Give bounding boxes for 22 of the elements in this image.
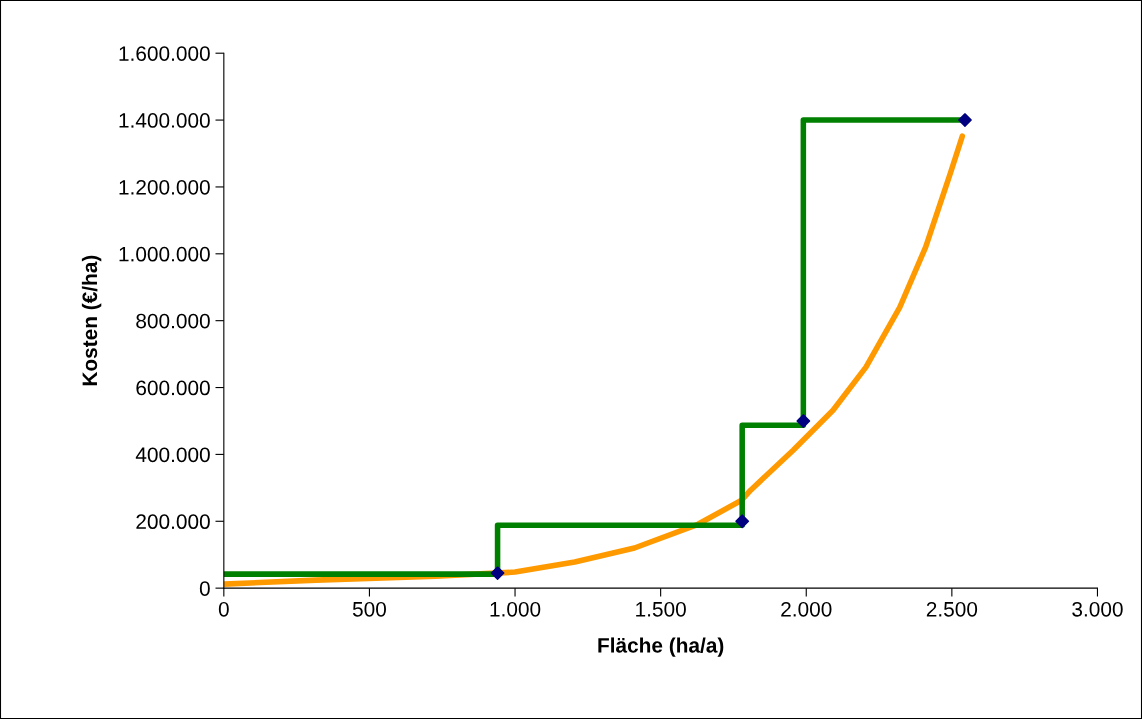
y-tick-label: 400.000	[135, 447, 210, 463]
y-tick-label: 800.000	[136, 313, 210, 329]
x-tick-label: 0	[218, 601, 229, 617]
x-tick-label: 2.500	[926, 601, 978, 617]
x-axis-title: Fläche (ha/a)	[598, 637, 724, 657]
point	[796, 414, 811, 428]
point	[735, 514, 750, 529]
y-tick-label: 600.000	[136, 380, 210, 396]
y-tick-label: 200.000	[136, 514, 210, 530]
x-tick-label: 1.000	[490, 601, 541, 617]
x-tick-label: 1.500	[636, 601, 686, 617]
y-tick-label: 1.400.000	[119, 113, 210, 128]
y-tick-label: 1.600.000	[119, 46, 210, 61]
point	[958, 113, 972, 127]
x-tick-label: 2.000	[781, 601, 832, 617]
y-tick-label: 0	[199, 581, 210, 596]
y-tick-label: 1.000.000	[119, 246, 210, 262]
x-tick-label: 500	[352, 601, 386, 617]
y-tick-label: 1.200.000	[119, 179, 210, 195]
point	[490, 566, 505, 581]
y-axis-title: Kosten (€/ha)	[81, 255, 102, 386]
x-tick-label: 3.000	[1072, 601, 1123, 617]
